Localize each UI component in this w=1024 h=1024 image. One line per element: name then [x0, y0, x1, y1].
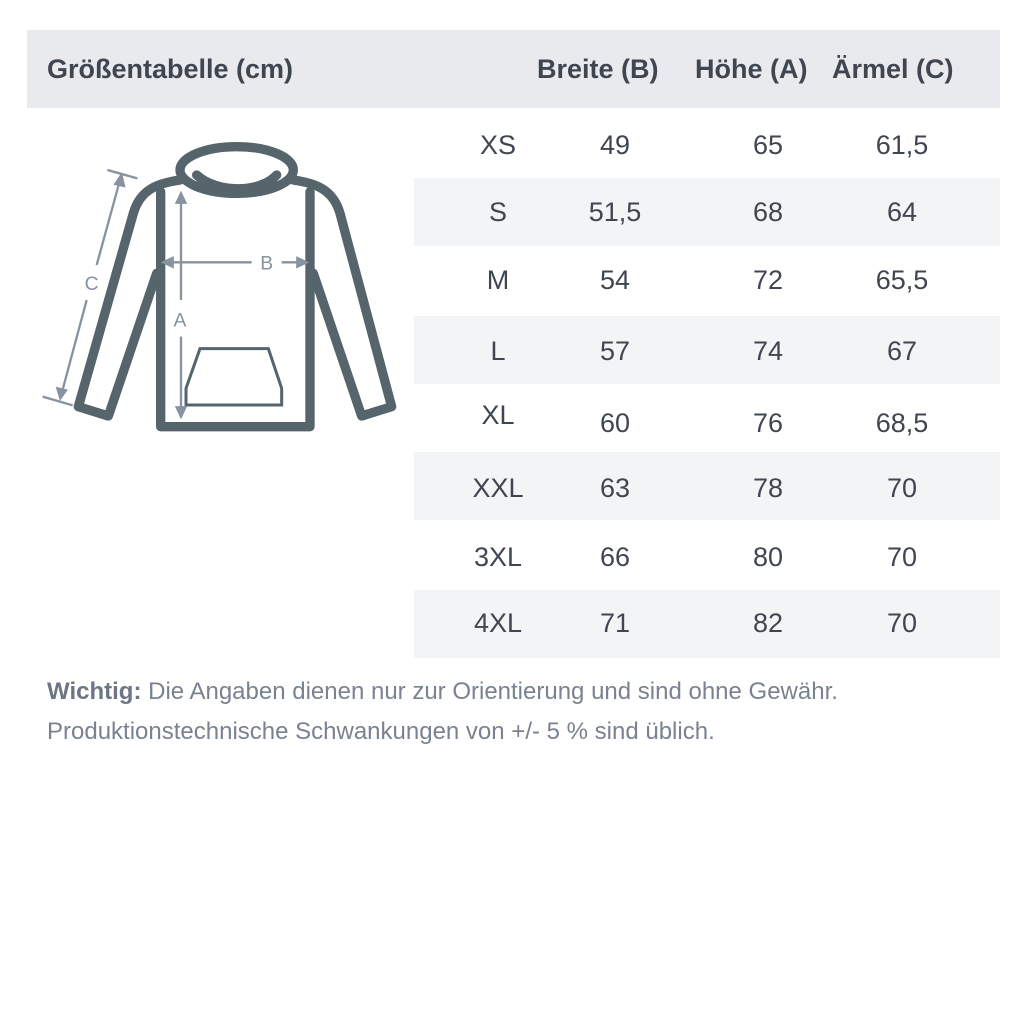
note-line-1: Wichtig: Die Angaben dienen nur zur Orie… [47, 678, 838, 706]
table-header: Größentabelle (cm) Breite (B) Höhe (A) Ä… [27, 30, 1000, 108]
cell-c: 70 [886, 542, 918, 572]
cell-size: S [488, 197, 508, 227]
cell-a: 65 [752, 130, 784, 160]
cell-c: 61,5 [875, 130, 929, 160]
cell-c: 70 [886, 473, 918, 503]
label-a: A [174, 311, 187, 332]
cell-a: 74 [752, 336, 784, 366]
label-b: B [260, 253, 273, 274]
table-title: Größentabelle (cm) [47, 54, 294, 84]
cell-b: 63 [599, 473, 631, 503]
cell-c: 67 [886, 336, 918, 366]
cell-a: 78 [752, 473, 784, 503]
column-header-hoehe: Höhe (A) [695, 54, 808, 84]
row-stripe [414, 590, 1000, 658]
note-text: Die Angaben dienen nur zur Orientierung … [148, 678, 838, 705]
cell-size: 4XL [473, 608, 523, 638]
cell-b: 66 [599, 542, 631, 572]
cell-b: 57 [599, 336, 631, 366]
measure-arrows [42, 168, 310, 420]
cell-c: 68,5 [875, 408, 929, 438]
cell-size: XL [481, 400, 515, 430]
row-stripe [414, 316, 1000, 384]
row-stripe [414, 452, 1000, 520]
note-line-2: Produktionstechnische Schwankungen von +… [47, 718, 715, 745]
pocket [184, 347, 284, 407]
row-stripe [414, 178, 1000, 246]
cell-size: L [490, 336, 506, 366]
hoodie-outline [73, 142, 397, 432]
cell-size: 3XL [473, 542, 523, 572]
cell-a: 82 [752, 608, 784, 638]
column-header-breite: Breite (B) [537, 54, 659, 84]
label-c: C [85, 274, 99, 295]
cell-c: 64 [886, 197, 918, 227]
cell-c: 70 [886, 608, 918, 638]
cell-size: XXL [472, 473, 524, 503]
note-bold: Wichtig: [47, 678, 142, 705]
cell-size: XS [479, 130, 517, 160]
cell-b: 49 [599, 130, 631, 160]
cell-b: 60 [599, 408, 631, 438]
cell-a: 76 [752, 408, 784, 438]
cell-b: 71 [599, 608, 631, 638]
cell-b: 51,5 [588, 197, 642, 227]
cell-b: 54 [599, 265, 631, 295]
cell-a: 68 [752, 197, 784, 227]
hoodie-diagram: B A C [42, 142, 397, 432]
cell-a: 80 [752, 542, 784, 572]
cell-size: M [486, 265, 510, 295]
column-header-aermel: Ärmel (C) [832, 54, 954, 84]
cell-c: 65,5 [875, 265, 929, 295]
cell-a: 72 [752, 265, 784, 295]
